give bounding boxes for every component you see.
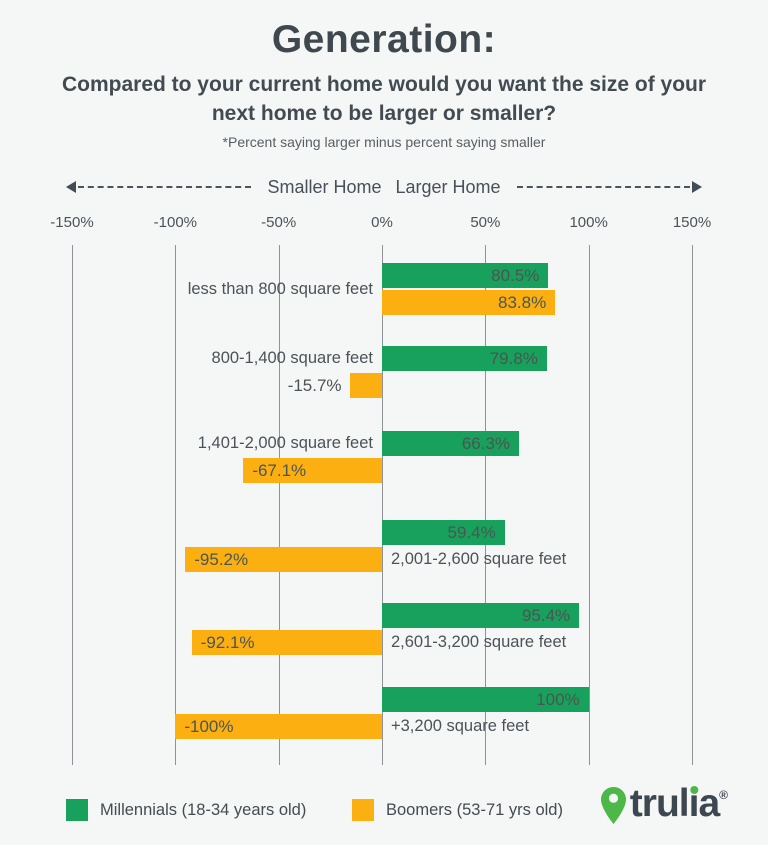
gridline bbox=[279, 245, 280, 765]
millennials-legend-label: Millennials (18-34 years old) bbox=[100, 800, 307, 819]
legend-item-millennials: Millennials (18-34 years old) bbox=[66, 797, 306, 823]
plot-area: 80.5% 83.8% less than 800 square feet 79.8%… bbox=[0, 245, 768, 765]
category-label: 1,401-2,000 square feet bbox=[197, 434, 373, 452]
millennials-bar: 66.3% bbox=[382, 431, 520, 456]
millennials-bar: 80.5% bbox=[382, 263, 549, 288]
axis-ticks: -150% -100% -50% 0% 50% 100% 150% bbox=[0, 214, 768, 232]
chart-subtitle: Compared to your current home would you … bbox=[61, 73, 707, 125]
larger-home-label: Larger Home bbox=[395, 176, 501, 197]
dashed-line-right bbox=[516, 186, 691, 188]
chart-footnote: *Percent saying larger minus percent say… bbox=[222, 134, 546, 150]
boomers-bar: -92.1% bbox=[191, 630, 382, 655]
gridline bbox=[485, 245, 486, 765]
boomers-bar: 83.8% bbox=[382, 290, 556, 315]
tick-label-0pct: 0% bbox=[371, 214, 393, 231]
gridline bbox=[589, 245, 590, 765]
boomers-legend-label: Boomers (53-71 yrs old) bbox=[386, 800, 563, 819]
millennials-bar: 79.8% bbox=[382, 346, 547, 371]
smaller-home-label: Smaller Home bbox=[267, 176, 382, 197]
millennials-bar: 100% bbox=[382, 687, 589, 712]
trulia-logo: trulı a ® bbox=[600, 782, 728, 828]
gridline bbox=[692, 245, 693, 765]
category-label: 2,601-3,200 square feet bbox=[391, 633, 567, 651]
tick-label--150pct: -150% bbox=[50, 214, 94, 231]
legend: Millennials (18-34 years old) Boomers (5… bbox=[0, 797, 768, 823]
tick-label--100pct: -100% bbox=[153, 214, 198, 231]
boomers-swatch bbox=[352, 799, 374, 821]
legend-item-boomers: Boomers (53-71 yrs old) bbox=[352, 797, 563, 823]
boomers-bar: -67.1% bbox=[243, 458, 382, 483]
wordmark-i-dot bbox=[689, 786, 698, 794]
category-label: 800-1,400 square feet bbox=[211, 349, 373, 367]
gridline bbox=[175, 245, 176, 765]
page-title: Generation: bbox=[271, 18, 497, 61]
tick-label--50pct: -50% bbox=[261, 214, 297, 231]
millennials-bar: 95.4% bbox=[382, 603, 580, 628]
dashed-line-left bbox=[78, 186, 252, 188]
registered-mark: ® bbox=[719, 788, 728, 802]
arrow-left-icon bbox=[66, 181, 76, 193]
tick-label-150pct: 150% bbox=[672, 214, 712, 231]
tick-label-50pct: 50% bbox=[470, 214, 501, 231]
gridline bbox=[382, 245, 383, 765]
gridline bbox=[72, 245, 73, 765]
map-pin-icon bbox=[600, 787, 626, 824]
boomers-bar bbox=[349, 373, 382, 398]
boomers-bar: -95.2% bbox=[185, 547, 382, 572]
millennials-bar: 59.4% bbox=[382, 520, 505, 545]
bar-value-label: -15.7% bbox=[287, 376, 342, 395]
wordmark-i: ı bbox=[688, 782, 700, 825]
trulia-wordmark: trulı a bbox=[629, 782, 720, 825]
arrow-right-icon bbox=[692, 181, 703, 193]
category-label: less than 800 square feet bbox=[187, 280, 373, 298]
millennials-swatch bbox=[66, 799, 88, 821]
map-pin-shape bbox=[600, 787, 626, 824]
axis-direction-row: Smaller Home Larger Home bbox=[0, 176, 768, 198]
tick-label-100pct: 100% bbox=[569, 214, 608, 231]
category-label: 2,001-2,600 square feet bbox=[391, 550, 567, 568]
category-label: +3,200 square feet bbox=[391, 717, 530, 735]
boomers-bar: -100% bbox=[175, 714, 382, 739]
